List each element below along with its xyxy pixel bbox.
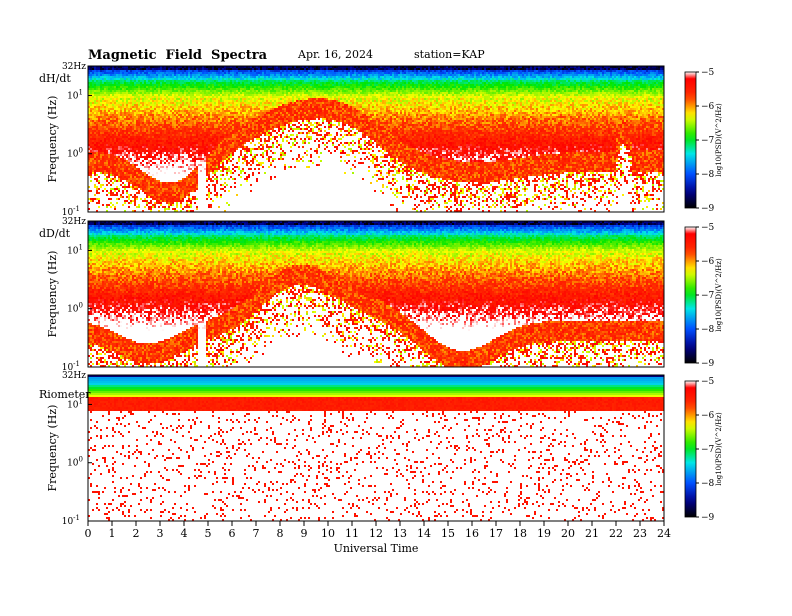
x-tick-label: 8	[277, 527, 284, 540]
figure-title: Magnetic Field Spectra	[88, 48, 268, 63]
colorbar-tick-label: −5	[701, 377, 715, 387]
y-tick-label: 100	[67, 147, 83, 160]
x-tick-label: 13	[393, 527, 407, 540]
y-tick-label: 10-1	[62, 514, 80, 527]
spectrogram-image	[88, 375, 664, 521]
spectrogram-image	[88, 221, 664, 367]
colorbar-label: log10(PSD)(V^2/Hz)	[715, 103, 723, 177]
spectrogram-image	[88, 66, 664, 212]
y-axis-label: Frequency (Hz)	[46, 251, 59, 338]
x-tick-label: 24	[657, 527, 671, 540]
x-tick-label: 22	[609, 527, 623, 540]
y-axis-label: Frequency (Hz)	[46, 405, 59, 492]
colorbar	[684, 71, 697, 209]
panel-label: Riometer	[39, 388, 91, 401]
y-tick-label: 32Hz	[62, 62, 86, 72]
colorbar-tick-label: −6	[701, 411, 715, 421]
y-tick-label: 100	[67, 302, 83, 315]
x-tick-label: 12	[369, 527, 383, 540]
x-tick-label: 20	[561, 527, 575, 540]
y-tick-label: 101	[67, 88, 83, 101]
panel-label: dD/dt	[39, 227, 71, 240]
x-tick-label: 18	[513, 527, 527, 540]
x-tick-label: 15	[441, 527, 455, 540]
x-tick-label: 4	[181, 527, 188, 540]
y-tick-label: 100	[67, 456, 83, 469]
x-tick-label: 9	[301, 527, 308, 540]
x-tick-label: 0	[85, 527, 92, 540]
x-tick-label: 3	[157, 527, 164, 540]
station-label: station=KAP	[414, 48, 485, 61]
panel-frame	[87, 65, 665, 213]
colorbar-tick-label: −8	[701, 170, 715, 180]
colorbar-label: log10(PSD)(V^2/Hz)	[715, 258, 723, 332]
colorbar-tick-label: −6	[701, 257, 715, 267]
y-axis-label: Frequency (Hz)	[46, 96, 59, 183]
y-tick-label: 101	[67, 243, 83, 256]
x-axis: 0 1 2 3 4 5 6 7 8 9 10 11 12 13 14 15 16 17 18 19 20 21 22 23 24…	[85, 521, 671, 555]
date-label: Apr. 16, 2024	[297, 48, 373, 61]
x-tick-label: 23	[633, 527, 647, 540]
panel-label: dH/dt	[39, 72, 71, 85]
x-axis-label: Universal Time	[334, 542, 419, 555]
x-tick-label: 7	[253, 527, 260, 540]
panels: dH/dt Frequency (Hz) 32Hz 101 100 10-1 −5 −6 −7 −…	[39, 62, 723, 527]
colorbar-tick-label: −7	[701, 136, 715, 146]
x-tick-label: 6	[229, 527, 236, 540]
x-tick-label: 16	[465, 527, 479, 540]
colorbar-tick-label: −8	[701, 479, 715, 489]
panel-frame	[87, 220, 665, 368]
y-tick-label: 32Hz	[62, 371, 86, 381]
x-tick-label: 10	[321, 527, 335, 540]
colorbar	[684, 226, 697, 364]
colorbar-label: log10(PSD)(V^2/Hz)	[715, 412, 723, 486]
x-tick-label: 14	[417, 527, 431, 540]
x-tick-label: 2	[133, 527, 140, 540]
colorbar-tick-label: −5	[701, 223, 715, 233]
y-tick-label: 32Hz	[62, 217, 86, 227]
x-tick-label: 11	[345, 527, 359, 540]
x-tick-label: 1	[109, 527, 116, 540]
colorbar-tick-label: −6	[701, 102, 715, 112]
x-tick-label: 19	[537, 527, 551, 540]
colorbar	[684, 380, 697, 518]
colorbar-tick-label: −8	[701, 325, 715, 335]
x-tick-label: 21	[585, 527, 599, 540]
colorbar-tick-label: −7	[701, 291, 715, 301]
x-tick-label: 17	[489, 527, 503, 540]
colorbar-tick-label: −9	[701, 513, 715, 523]
colorbar-tick-label: −9	[701, 359, 715, 369]
x-tick-label: 5	[205, 527, 212, 540]
colorbar-tick-label: −5	[701, 68, 715, 78]
colorbar-tick-label: −7	[701, 445, 715, 455]
colorbar-tick-label: −9	[701, 204, 715, 214]
